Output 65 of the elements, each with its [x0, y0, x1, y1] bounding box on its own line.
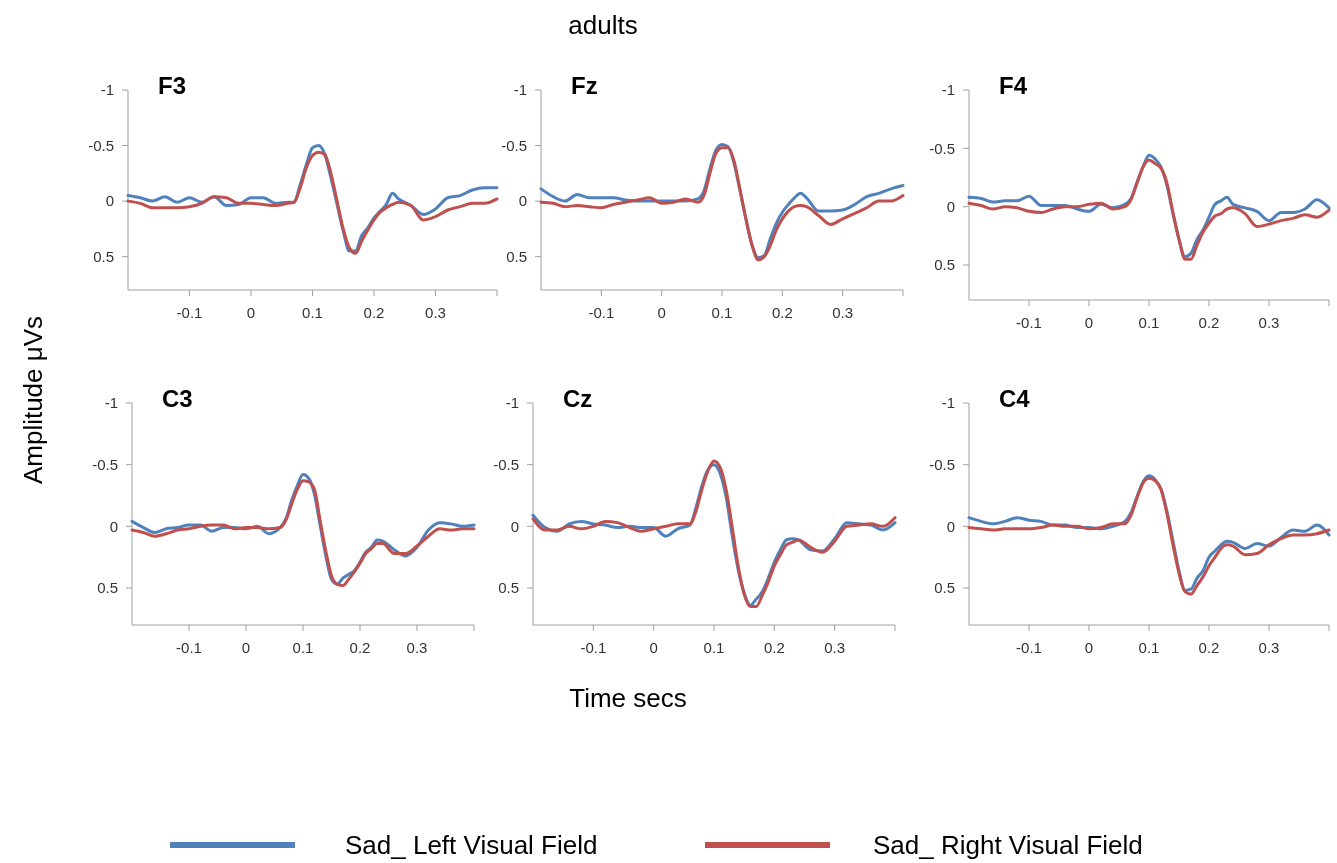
x-tick-label: 0.2: [349, 639, 371, 656]
x-tick-label: 0.2: [363, 304, 385, 321]
y-tick-label: -0.5: [929, 455, 955, 473]
legend-label: Sad_ Left Visual Field: [345, 830, 598, 861]
x-tick-label: 0.3: [406, 639, 428, 656]
x-tick-label: 0: [649, 639, 658, 656]
legend-label: Sad_ Right Visual Field: [873, 830, 1143, 861]
y-tick-label: 0.5: [506, 247, 527, 265]
text: adults: [568, 10, 638, 40]
y-tick-label: -1: [104, 394, 118, 412]
chart-title: Fz: [571, 72, 598, 99]
x-tick-label: 0.3: [1258, 314, 1280, 331]
x-tick-label: 0.2: [763, 639, 785, 656]
y-tick-label: -0.5: [92, 455, 118, 473]
y-tick-label: -1: [100, 81, 114, 99]
x-tick-label: 0: [1084, 314, 1094, 331]
y-tick-label: -0.5: [88, 136, 114, 154]
y-tick-label: 0: [105, 192, 114, 210]
x-tick-label: 0.1: [292, 639, 314, 656]
y-tick-label: 0: [510, 517, 519, 535]
chart-title: F3: [158, 72, 187, 99]
y-tick-label: -0.5: [929, 139, 955, 157]
x-tick-label: -0.1: [176, 639, 202, 656]
y-tick-label: -0.5: [493, 455, 519, 473]
x-tick-label: 0.3: [425, 304, 446, 321]
y-tick-label: 0.5: [934, 256, 955, 274]
x-tick-label: 0.2: [1198, 639, 1220, 656]
y-tick-label: 0.5: [97, 579, 118, 597]
chart-title: C3: [162, 385, 193, 412]
x-tick-label: 0.3: [832, 304, 854, 321]
y-tick-label: -1: [941, 394, 955, 412]
x-tick-label: 0: [241, 639, 251, 656]
x-tick-label: 0.1: [1138, 639, 1160, 656]
y-tick-label: 0.5: [93, 247, 114, 265]
x-tick-label: 0.2: [1198, 314, 1220, 331]
x-tick-label: 0: [246, 304, 256, 321]
x-tick-label: 0.1: [1138, 314, 1160, 331]
y-tick-label: -0.5: [501, 136, 527, 154]
x-tick-label: -0.1: [1016, 639, 1042, 656]
x-tick-label: 0.3: [1258, 639, 1280, 656]
x-tick-label: 0: [1084, 639, 1094, 656]
y-tick-label: 0.5: [498, 579, 519, 597]
chart-title: C4: [999, 385, 1031, 412]
x-tick-label: 0.2: [771, 304, 793, 321]
y-tick-label: 0: [946, 197, 955, 215]
x-axis-title: Time secs: [569, 683, 687, 713]
y-tick-label: -1: [505, 394, 519, 412]
y-tick-label: 0: [109, 517, 118, 535]
y-tick-label: -1: [941, 81, 955, 99]
x-tick-label: -0.1: [1016, 314, 1042, 331]
x-tick-label: -0.1: [588, 304, 615, 321]
chart-title: F4: [999, 72, 1028, 99]
x-tick-label: 0.3: [824, 639, 846, 656]
y-tick-label: 0: [946, 517, 955, 535]
x-tick-label: 0.1: [302, 304, 323, 321]
y-tick-label: -1: [513, 81, 527, 99]
y-tick-label: 0: [518, 192, 527, 210]
x-tick-label: 0.1: [711, 304, 733, 321]
x-tick-label: 0: [657, 304, 666, 321]
x-tick-label: -0.1: [580, 639, 607, 656]
chart-title: Cz: [563, 385, 593, 412]
x-tick-label: -0.1: [176, 304, 203, 321]
x-tick-label: 0.1: [703, 639, 725, 656]
y-tick-label: 0.5: [934, 579, 955, 597]
y-axis-title: Amplitude μVs: [18, 315, 48, 485]
